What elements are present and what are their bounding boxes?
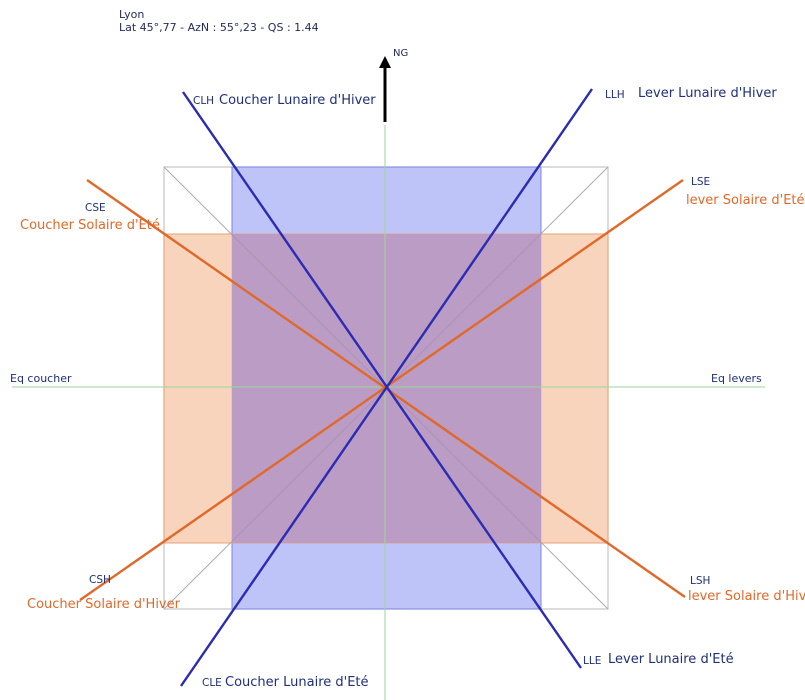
llh-abbr: LLH	[605, 89, 625, 101]
cse-abbr: CSE	[85, 202, 106, 214]
cle-name: Coucher Lunaire d'Eté	[225, 675, 369, 690]
solar-line-lse-csh	[79, 179, 684, 601]
csh-name: Coucher Solaire d'Hiver	[27, 597, 180, 612]
lle-abbr: LLE	[583, 655, 602, 667]
cse-name: Coucher Solaire d'Eté	[20, 218, 160, 233]
csh-abbr: CSH	[89, 574, 111, 586]
city-label: Lyon	[119, 8, 145, 21]
lse-name: lever Solaire d'Eté	[686, 193, 805, 208]
llh-name: Lever Lunaire d'Hiver	[638, 86, 777, 101]
lsh-abbr: LSH	[690, 575, 711, 587]
equinox-sunset-label: Eq coucher	[10, 372, 72, 385]
cle-abbr: CLE	[202, 677, 222, 689]
north-label: NG	[393, 48, 409, 59]
equinox-sunrise-label: Eq levers	[711, 372, 762, 385]
lle-name: Lever Lunaire d'Eté	[608, 652, 734, 667]
lse-abbr: LSE	[691, 176, 711, 188]
lunar-line-llh-cle	[180, 88, 593, 687]
clh-name: Coucher Lunaire d'Hiver	[219, 93, 376, 108]
clh-abbr: CLH	[193, 95, 215, 107]
coordinates-label: Lat 45°,77 - AzN : 55°,23 - QS : 1.44	[119, 21, 319, 34]
lunar-line-clh-lle	[182, 91, 582, 669]
lsh-name: lever Solaire d'Hiver	[688, 589, 805, 604]
north-arrowhead	[379, 56, 391, 68]
